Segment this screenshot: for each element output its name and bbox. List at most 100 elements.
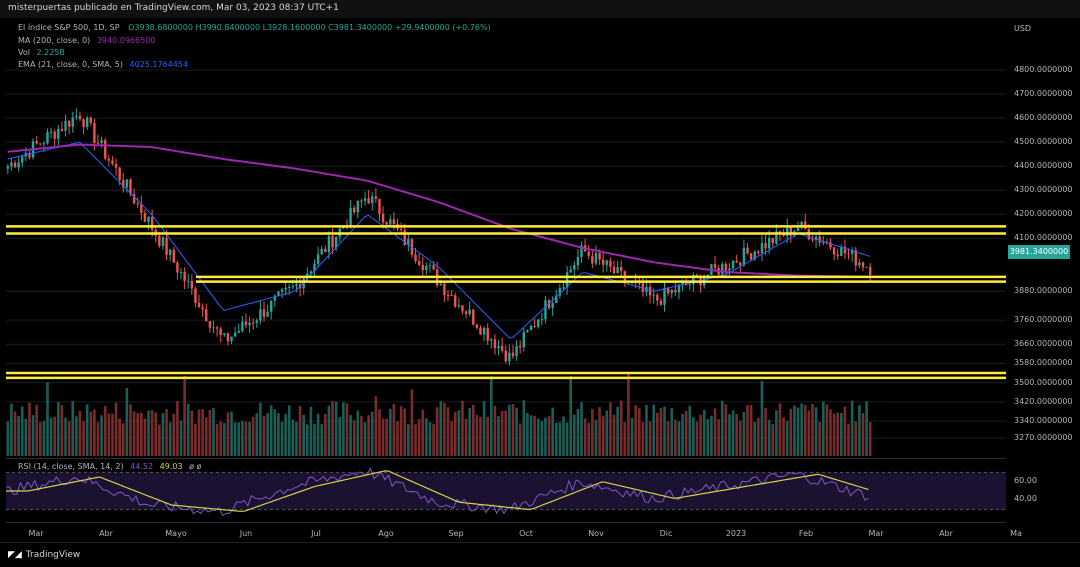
vol-legend[interactable]: Vol 2.225B: [18, 48, 65, 57]
last-price-tag: 3981.3400000: [1008, 245, 1070, 259]
candle-body: [479, 327, 482, 335]
volume-bar: [497, 416, 500, 456]
candle-body: [291, 285, 295, 287]
time-axis[interactable]: Mar Abr Mayo Jun Jul Ago Sep Oct Nov Dic 2023 Feb Ma…: [6, 522, 1022, 543]
volume-bar: [464, 418, 468, 456]
candle-body: [132, 194, 136, 204]
volume-bar: [576, 409, 580, 456]
tradingview-logo[interactable]: ◤◢ TradingView: [8, 550, 80, 560]
candle-body: [367, 198, 370, 204]
ma-legend[interactable]: MA (200, close, 0) 3940.0966500: [18, 36, 155, 45]
candle-body: [641, 283, 645, 292]
candle-body: [248, 322, 251, 326]
volume-bar: [338, 417, 342, 456]
volume-bar: [648, 421, 652, 456]
candle-body: [273, 296, 277, 301]
published-text: misterpuertas publicado en TradingView.c…: [8, 3, 339, 13]
volume-bar: [114, 402, 118, 456]
volume-bar: [71, 400, 75, 456]
volume-bar: [724, 404, 728, 456]
volume-bar: [352, 420, 356, 456]
ema21-line: [7, 141, 871, 339]
candle-body: [280, 289, 284, 292]
volume-bar: [298, 405, 302, 456]
volume-bar: [800, 403, 803, 456]
volume-bar: [403, 408, 407, 456]
month-tick: Mar: [28, 529, 44, 538]
symbol-legend[interactable]: El índice S&P 500, 1D, SP O3938.6800000 …: [18, 23, 491, 32]
price-tick: 4700.0000000: [1014, 89, 1073, 99]
candle-body: [439, 283, 443, 286]
month-tick: Sep: [448, 529, 464, 538]
candle-body: [212, 327, 215, 329]
footer: ◤◢ TradingView: [0, 542, 1080, 567]
price-chart[interactable]: [6, 18, 1006, 456]
volume-bar: [663, 406, 666, 456]
candle-body: [526, 330, 529, 332]
volume-bar: [652, 404, 655, 456]
volume-bar: [49, 417, 53, 456]
rsi-axis[interactable]: 60.00 40.00: [1006, 458, 1080, 522]
candle-body: [468, 309, 471, 315]
candle-body: [555, 295, 558, 303]
candle-body: [522, 331, 525, 348]
volume-bar: [659, 407, 663, 456]
volume-bar: [803, 404, 807, 456]
ema-legend[interactable]: EMA (21, close, 0, SMA, 5) 4025.1764454: [18, 60, 188, 69]
volume-bar: [183, 375, 186, 456]
candle-body: [515, 346, 518, 357]
rsi-pane[interactable]: RSI (14, close, SMA, 14, 2) 44.52 49.03 …: [6, 458, 1006, 523]
candle-body: [57, 129, 60, 139]
candle-body: [389, 219, 392, 225]
price-pane[interactable]: El índice S&P 500, 1D, SP O3938.6800000 …: [6, 18, 1006, 456]
rsi-legend[interactable]: RSI (14, close, SMA, 14, 2) 44.52 49.03 …: [18, 462, 201, 471]
price-tick: 3760.0000000: [1014, 315, 1073, 325]
volume-bar: [179, 420, 183, 456]
volume-bar: [78, 410, 82, 456]
volume-bar: [609, 402, 612, 456]
volume-bar: [226, 412, 230, 456]
month-tick: Ma: [1010, 529, 1022, 538]
candle-body: [205, 309, 208, 322]
candle-body: [417, 261, 421, 265]
volume-bar: [832, 413, 836, 456]
volume-bar: [482, 401, 486, 456]
candle-body: [800, 221, 803, 228]
volume-bar: [118, 418, 121, 456]
candle-body: [10, 162, 13, 167]
volume-bar: [237, 422, 241, 456]
volume-bar: [121, 423, 125, 456]
candle-body: [598, 252, 601, 260]
volume-bar: [684, 410, 688, 456]
volume-bar: [508, 404, 511, 456]
month-tick: Mar: [868, 529, 884, 538]
candle-body: [349, 207, 352, 228]
rsi-chart[interactable]: [6, 459, 1006, 523]
volume-bar: [847, 423, 850, 456]
volume-bar: [212, 407, 215, 456]
candle-body: [6, 166, 10, 169]
month-tick: Oct: [519, 529, 533, 538]
candle-body: [284, 287, 287, 290]
volume-bar: [172, 413, 176, 456]
price-axis[interactable]: USD 4800.0000000 4700.0000000 4600.0000000…: [1006, 18, 1080, 456]
candle-body: [316, 254, 320, 264]
volume-bar: [280, 421, 284, 456]
candle-body: [688, 284, 691, 286]
price-tick: 4600.0000000: [1014, 113, 1073, 123]
volume-bar: [591, 408, 594, 456]
volume-bar: [223, 423, 226, 456]
candle-body: [392, 219, 396, 224]
volume-bar: [518, 423, 522, 456]
price-tick: 3660.0000000: [1014, 339, 1073, 349]
volume-bar: [735, 413, 738, 456]
candle-body: [724, 263, 728, 271]
candle-body: [215, 327, 219, 329]
volume-bar: [244, 421, 248, 456]
price-tick: 3880.0000000: [1014, 286, 1073, 296]
volume-bar: [554, 422, 558, 456]
volume-bar: [731, 410, 735, 456]
candle-body: [190, 280, 194, 289]
month-tick: Abr: [99, 529, 113, 538]
volume-bar: [670, 408, 674, 456]
